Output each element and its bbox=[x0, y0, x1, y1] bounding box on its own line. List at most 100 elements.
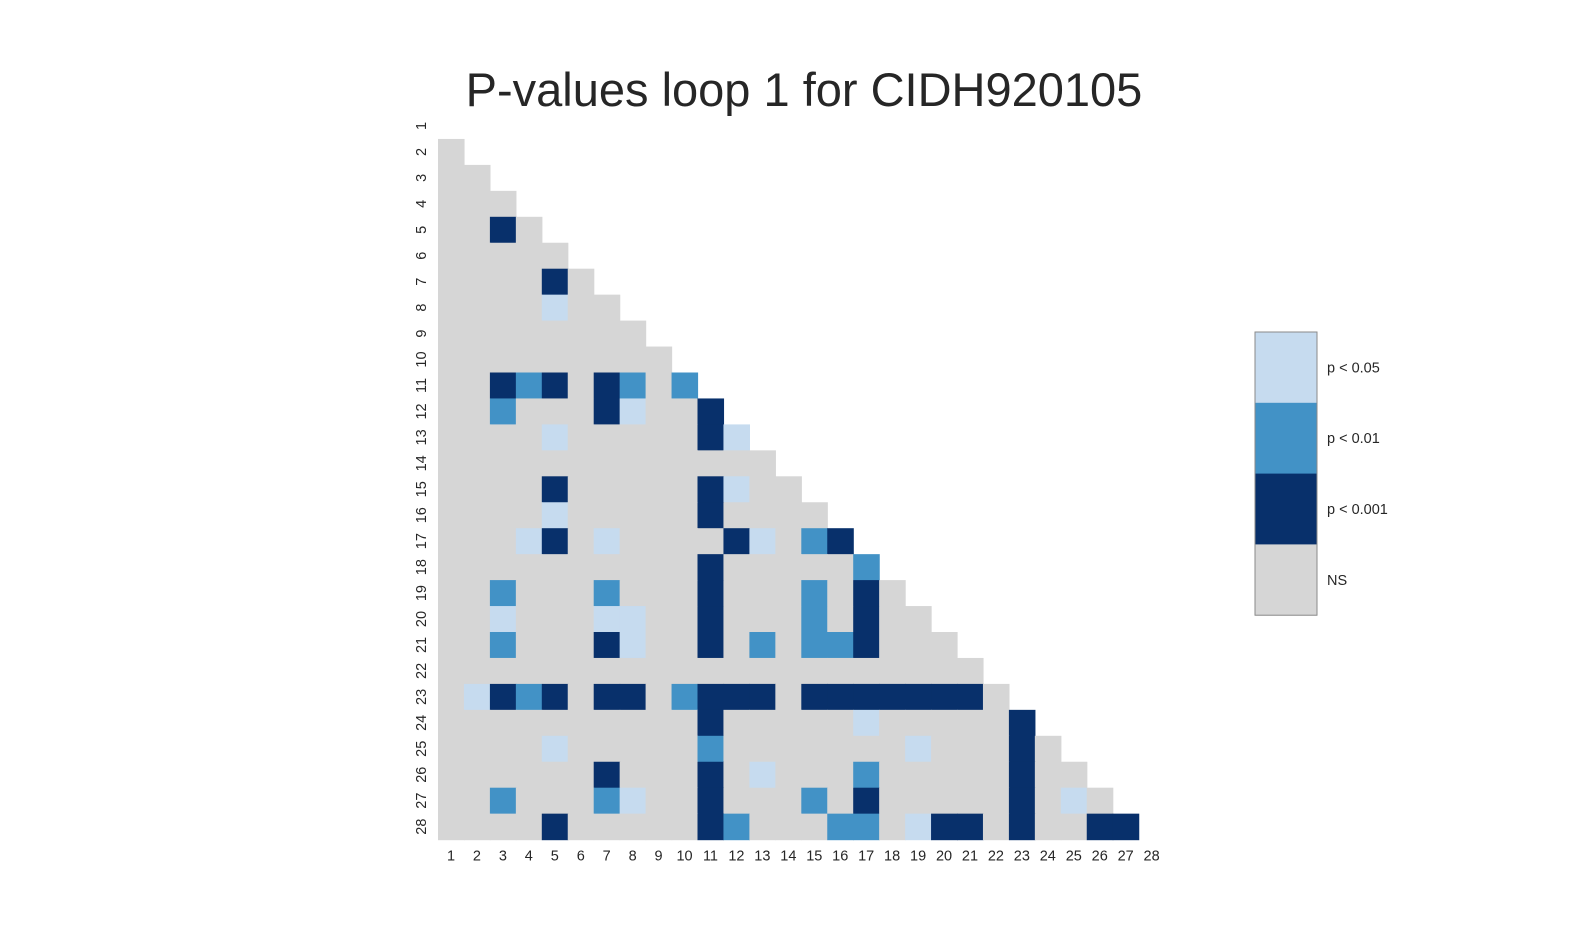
heatmap-cell-r17-c3 bbox=[489, 528, 517, 555]
heatmap-cell-r20-c8 bbox=[619, 606, 647, 633]
x-tick-label: 14 bbox=[780, 849, 796, 865]
legend-label: NS bbox=[1327, 573, 1347, 589]
heatmap-cell-r28-c23 bbox=[1008, 813, 1036, 841]
heatmap-cell-r10-c3 bbox=[489, 346, 517, 374]
heatmap-cell-r12-c1 bbox=[438, 398, 465, 425]
heatmap-cell-r8-c6 bbox=[567, 294, 595, 322]
y-tick-label: 2 bbox=[414, 148, 430, 156]
heatmap-cell-r27-c16 bbox=[827, 787, 854, 815]
y-tick-label: 22 bbox=[414, 663, 430, 679]
heatmap-cell-r12-c8 bbox=[619, 398, 647, 425]
heatmap-cell-r27-c19 bbox=[905, 787, 932, 815]
y-tick-label: 20 bbox=[414, 611, 430, 627]
heatmap-cell-r12-c11 bbox=[697, 398, 725, 425]
heatmap-cell-r11-c6 bbox=[567, 372, 595, 400]
heatmap-cell-r22-c1 bbox=[438, 657, 465, 685]
heatmap-cell-r8-c7 bbox=[593, 294, 621, 322]
heatmap-cell-r22-c6 bbox=[567, 657, 595, 685]
heatmap-cell-r11-c7 bbox=[593, 372, 621, 400]
heatmap-cell-r18-c1 bbox=[438, 554, 465, 581]
heatmap-cell-r12-c9 bbox=[645, 398, 673, 425]
heatmap-cell-r21-c19 bbox=[905, 632, 932, 659]
heatmap-cell-r24-c23 bbox=[1008, 709, 1036, 737]
heatmap-cell-r18-c6 bbox=[567, 554, 595, 581]
heatmap-cell-r24-c6 bbox=[567, 709, 595, 737]
heatmap-cell-r27-c23 bbox=[1008, 787, 1036, 815]
heatmap-cell-r27-c24 bbox=[1034, 787, 1062, 815]
heatmap-cell-r27-c11 bbox=[697, 787, 725, 815]
legend-swatch bbox=[1255, 544, 1317, 616]
heatmap-cell-r21-c11 bbox=[697, 632, 725, 659]
heatmap-cell-r21-c15 bbox=[801, 632, 828, 659]
heatmap-cell-r9-c4 bbox=[515, 320, 543, 348]
heatmap-cell-r13-c12 bbox=[723, 424, 750, 451]
x-tick-label: 15 bbox=[806, 849, 822, 865]
heatmap-cell-r26-c13 bbox=[749, 761, 776, 789]
heatmap-cell-r16-c2 bbox=[463, 502, 491, 529]
heatmap-cell-r26-c20 bbox=[931, 761, 958, 789]
heatmap-cell-r17-c11 bbox=[697, 528, 725, 555]
heatmap-cell-r22-c17 bbox=[853, 657, 880, 685]
heatmap-cell-r11-c5 bbox=[541, 372, 569, 400]
heatmap-cell-r7-c6 bbox=[567, 268, 595, 296]
y-tick-label: 26 bbox=[414, 767, 430, 783]
x-tick-label: 26 bbox=[1092, 849, 1108, 865]
heatmap-cell-r24-c17 bbox=[853, 709, 880, 737]
heatmap-cell-r13-c5 bbox=[541, 424, 569, 451]
heatmap-cell-r15-c2 bbox=[463, 476, 491, 503]
heatmap-cell-r19-c14 bbox=[775, 580, 802, 607]
heatmap-cell-r27-c7 bbox=[593, 787, 621, 815]
heatmap-cell-r28-c25 bbox=[1060, 813, 1088, 841]
heatmap-cell-r28-c10 bbox=[671, 813, 699, 841]
heatmap-cell-r12-c6 bbox=[567, 398, 595, 425]
heatmap-cell-r19-c6 bbox=[567, 580, 595, 607]
heatmap-cell-r10-c9 bbox=[645, 346, 673, 374]
heatmap-cell-r7-c1 bbox=[438, 268, 465, 296]
heatmap-cell-r27-c1 bbox=[438, 787, 465, 815]
heatmap-cell-r28-c13 bbox=[749, 813, 776, 841]
heatmap-cell-r23-c12 bbox=[723, 683, 750, 711]
heatmap-cell-r17-c9 bbox=[645, 528, 673, 555]
y-tick-label: 16 bbox=[414, 507, 430, 523]
heatmap-cell-r15-c9 bbox=[645, 476, 673, 503]
heatmap-cell-r16-c4 bbox=[515, 502, 543, 529]
heatmap-cell-r12-c2 bbox=[463, 398, 491, 425]
heatmap-cell-r22-c10 bbox=[671, 657, 699, 685]
heatmap-cell-r28-c20 bbox=[931, 813, 958, 841]
heatmap-cell-r20-c19 bbox=[905, 606, 932, 633]
x-tick-label: 8 bbox=[629, 849, 637, 865]
heatmap-cell-r24-c10 bbox=[671, 709, 699, 737]
heatmap-cell-r27-c8 bbox=[619, 787, 647, 815]
heatmap-cell-r6-c2 bbox=[463, 242, 491, 270]
heatmap-cell-r14-c10 bbox=[671, 450, 699, 477]
legend-swatch bbox=[1255, 473, 1317, 545]
heatmap-cell-r6-c4 bbox=[515, 242, 543, 270]
heatmap-cell-r15-c7 bbox=[593, 476, 621, 503]
heatmap-cell-r9-c1 bbox=[438, 320, 465, 348]
heatmap-cell-r24-c1 bbox=[438, 709, 465, 737]
heatmap-cell-r8-c5 bbox=[541, 294, 569, 322]
heatmap-cell-r26-c12 bbox=[723, 761, 750, 789]
heatmap-cell-r27-c15 bbox=[801, 787, 828, 815]
heatmap-cell-r18-c8 bbox=[619, 554, 647, 581]
x-tick-label: 6 bbox=[577, 849, 585, 865]
heatmap-cell-r17-c4 bbox=[515, 528, 543, 555]
y-tick-label: 15 bbox=[414, 481, 430, 497]
heatmap-cell-r6-c3 bbox=[489, 242, 517, 270]
y-tick-label: 17 bbox=[414, 533, 430, 549]
heatmap-cell-r23-c8 bbox=[619, 683, 647, 711]
heatmap-cell-r24-c20 bbox=[931, 709, 958, 737]
y-tick-label: 23 bbox=[414, 689, 430, 705]
heatmap-cell-r21-c9 bbox=[645, 632, 673, 659]
heatmap-cell-r25-c24 bbox=[1034, 735, 1062, 763]
heatmap-cell-r27-c4 bbox=[515, 787, 543, 815]
x-tick-label: 25 bbox=[1066, 849, 1082, 865]
heatmap-cell-r28-c14 bbox=[775, 813, 802, 841]
heatmap-cell-r22-c8 bbox=[619, 657, 647, 685]
heatmap-cell-r11-c10 bbox=[671, 372, 699, 400]
heatmap-cell-r20-c6 bbox=[567, 606, 595, 633]
heatmap-cell-r20-c2 bbox=[463, 606, 491, 633]
heatmap-cell-r19-c2 bbox=[463, 580, 491, 607]
y-tick-label: 19 bbox=[414, 585, 430, 601]
heatmap-cell-r23-c21 bbox=[957, 683, 984, 711]
